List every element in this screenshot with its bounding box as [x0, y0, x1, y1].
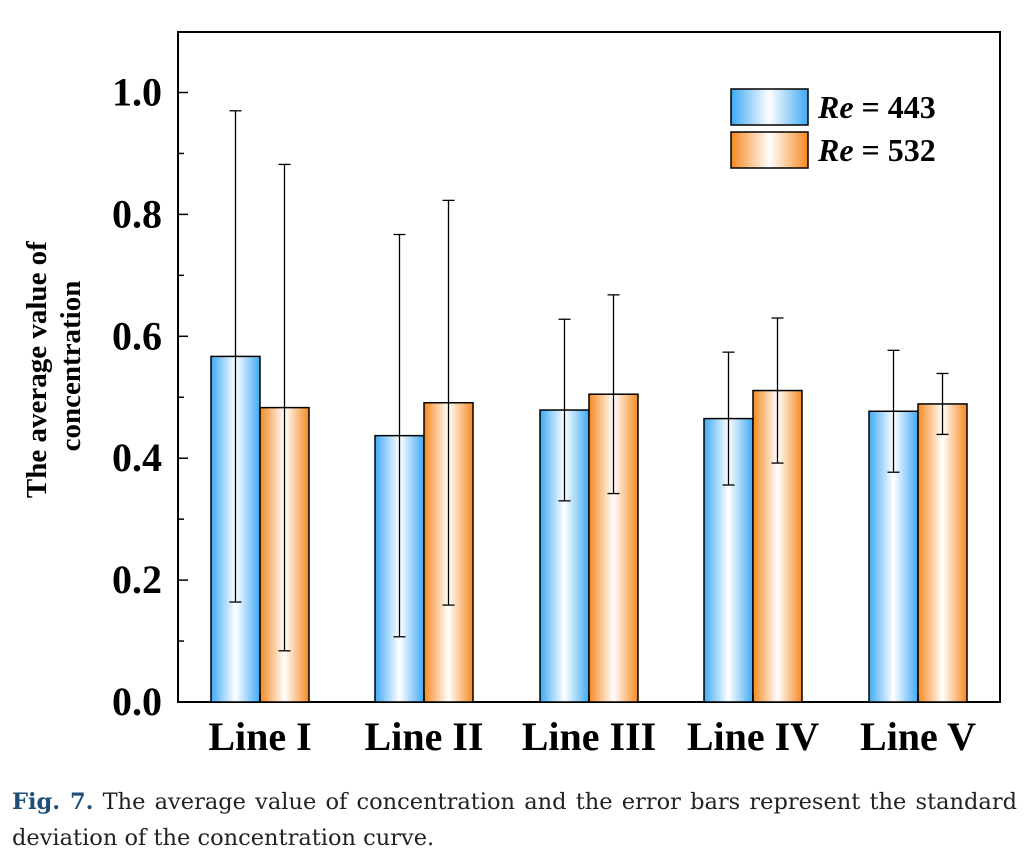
y-tick-label: 0.6: [112, 313, 162, 358]
y-axis-label-line-2: concentration: [55, 281, 87, 452]
caption-text: The average value of concentration and t…: [12, 789, 1017, 851]
y-tick-label: 0.2: [112, 557, 162, 602]
bar-re532: [917, 403, 968, 703]
y-tick-label: 0.0: [112, 679, 162, 724]
caption-label: Fig. 7.: [12, 789, 94, 815]
figure-caption: Fig. 7. The average value of concentrati…: [12, 784, 1017, 856]
y-tick-label: 0.4: [112, 435, 162, 480]
y-tick-label: 1.0: [112, 70, 162, 115]
x-tick-label: Line I: [208, 714, 311, 759]
x-tick-label: Line II: [365, 714, 484, 759]
legend-swatch: [730, 131, 809, 169]
y-tick-label: 0.8: [112, 191, 162, 236]
y-axis-label-line-1: The average value of: [21, 241, 53, 498]
legend-swatch: [730, 88, 809, 126]
x-tick-label: Line III: [522, 714, 657, 759]
y-axis-label: The average value of concentration: [21, 234, 87, 498]
x-tick-label: Line IV: [687, 714, 819, 759]
legend-label: Re = 443: [817, 89, 936, 125]
legend-label: Re = 532: [817, 132, 936, 168]
x-tick-label: Line V: [860, 714, 976, 759]
